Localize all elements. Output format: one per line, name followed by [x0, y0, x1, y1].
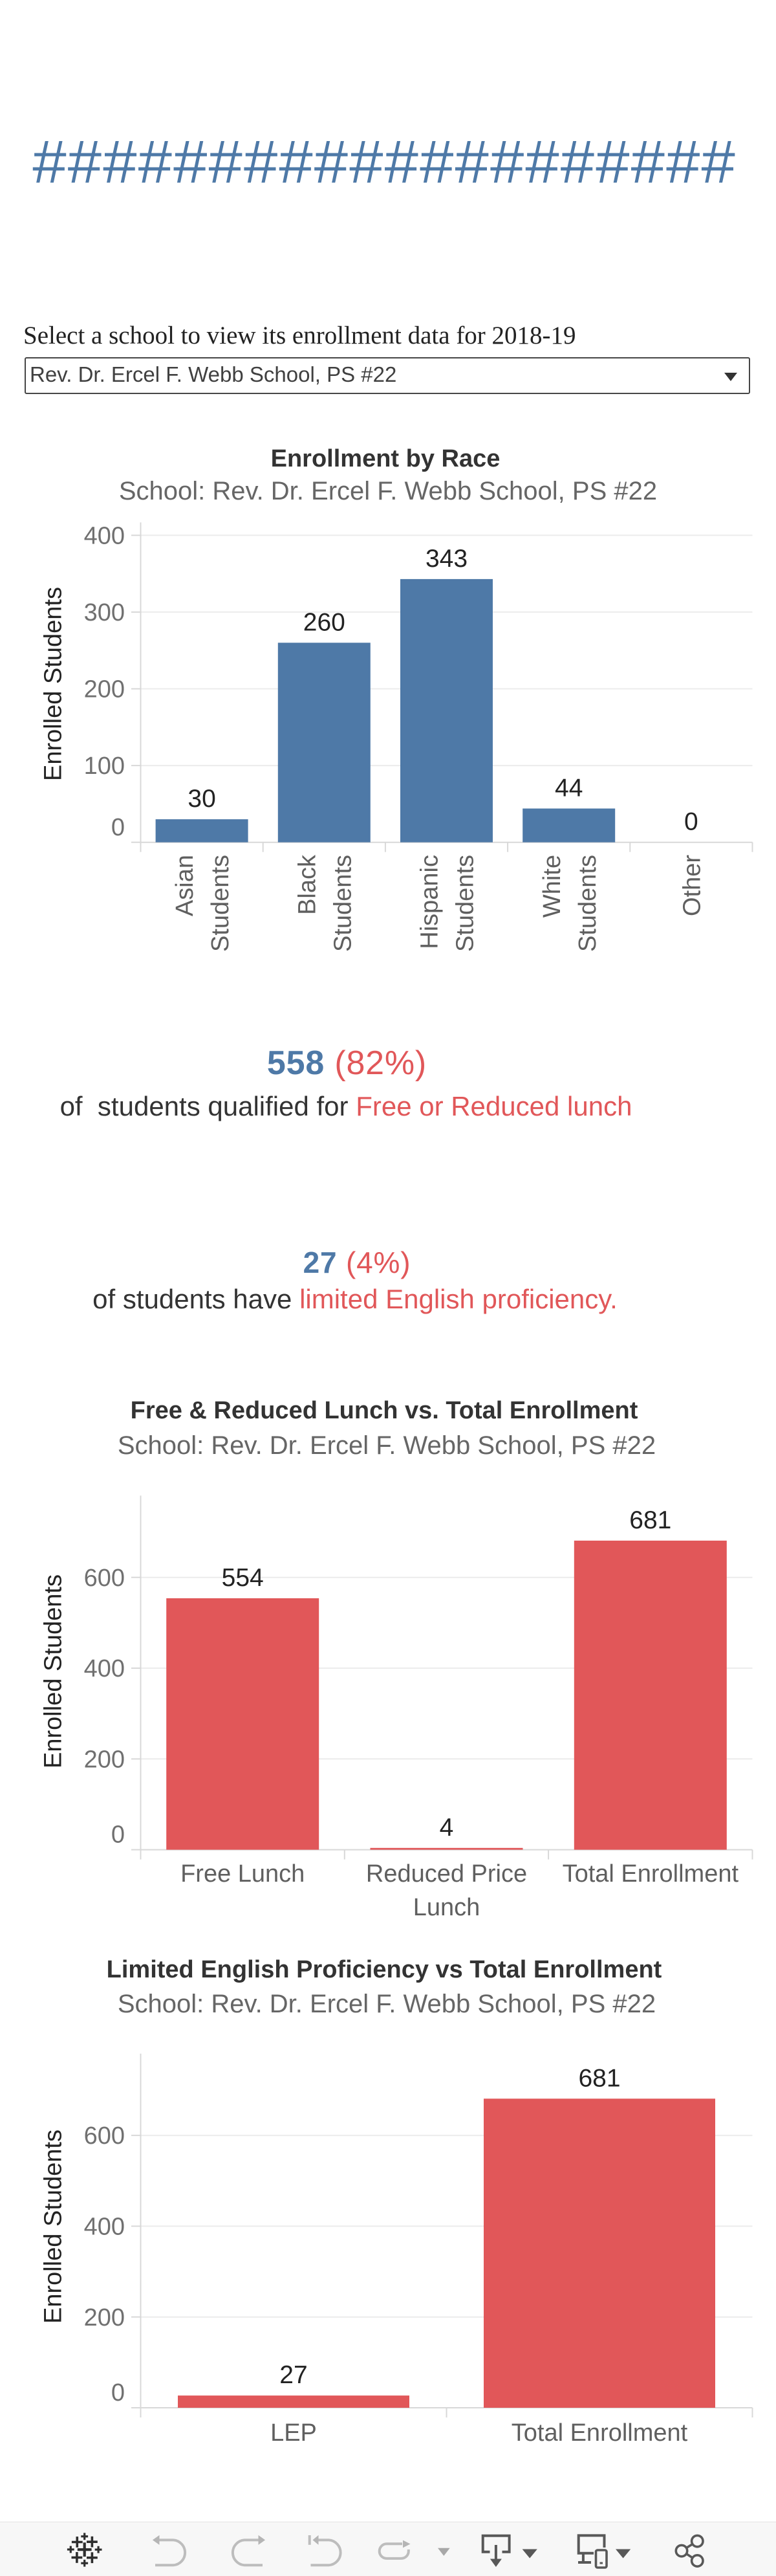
svg-text:400: 400: [84, 1655, 125, 1682]
svg-text:200: 200: [84, 676, 125, 703]
svg-text:Students: Students: [452, 855, 479, 952]
svg-text:100: 100: [84, 753, 125, 780]
svg-text:681: 681: [629, 1506, 671, 1534]
svg-text:School: Rev. Dr. Ercel F. Webb: School: Rev. Dr. Ercel F. Webb School, P…: [119, 477, 657, 505]
svg-text:343: 343: [426, 545, 468, 573]
svg-text:0: 0: [684, 808, 698, 836]
svg-text:Students: Students: [574, 855, 601, 952]
svg-text:School: Rev. Dr. Ercel F. Webb: School: Rev. Dr. Ercel F. Webb School, P…: [118, 1990, 656, 2018]
svg-text:0: 0: [111, 1822, 125, 1849]
svg-text:Total Enrollment: Total Enrollment: [563, 1860, 739, 1888]
svg-text:600: 600: [84, 1565, 125, 1592]
svg-text:400: 400: [84, 2214, 125, 2241]
svg-text:Students: Students: [207, 855, 234, 952]
svg-text:Enrolled Students: Enrolled Students: [40, 2130, 67, 2324]
svg-text:Total Enrollment: Total Enrollment: [512, 2419, 688, 2447]
svg-text:Other: Other: [679, 855, 706, 916]
svg-text:681: 681: [578, 2064, 620, 2092]
svg-text:Students: Students: [329, 855, 356, 952]
svg-text:200: 200: [84, 1746, 125, 1773]
svg-text:Free Lunch: Free Lunch: [180, 1860, 305, 1888]
svg-text:Asian: Asian: [171, 855, 199, 916]
svg-text:School: Rev. Dr. Ercel F. Webb: School: Rev. Dr. Ercel F. Webb School, P…: [118, 1431, 656, 1460]
svg-text:30: 30: [188, 785, 215, 813]
svg-text:0: 0: [111, 814, 125, 841]
svg-text:260: 260: [303, 608, 345, 636]
svg-text:White: White: [539, 855, 566, 918]
svg-text:44: 44: [555, 775, 583, 802]
svg-text:Black: Black: [294, 854, 321, 915]
svg-text:Lunch: Lunch: [413, 1894, 480, 1921]
svg-text:Limited English Proficiency vs: Limited English Proficiency vs Total Enr…: [107, 1956, 662, 1983]
svg-text:Free & Reduced Lunch vs. Total: Free & Reduced Lunch vs. Total Enrollmen…: [131, 1397, 638, 1424]
svg-text:Hispanic: Hispanic: [416, 855, 444, 949]
svg-text:300: 300: [84, 599, 125, 626]
svg-text:554: 554: [222, 1564, 264, 1592]
svg-text:400: 400: [84, 522, 125, 549]
svg-text:Enrolled Students: Enrolled Students: [40, 1574, 67, 1768]
svg-text:LEP: LEP: [270, 2419, 317, 2447]
svg-text:Reduced Price: Reduced Price: [366, 1860, 527, 1888]
svg-text:27: 27: [279, 2361, 307, 2389]
svg-text:600: 600: [84, 2122, 125, 2150]
svg-text:Enrollment by Race: Enrollment by Race: [271, 445, 501, 472]
svg-text:Enrolled Students: Enrolled Students: [40, 587, 67, 781]
svg-text:200: 200: [84, 2304, 125, 2331]
svg-text:4: 4: [440, 1814, 454, 1842]
svg-text:0: 0: [111, 2379, 125, 2406]
